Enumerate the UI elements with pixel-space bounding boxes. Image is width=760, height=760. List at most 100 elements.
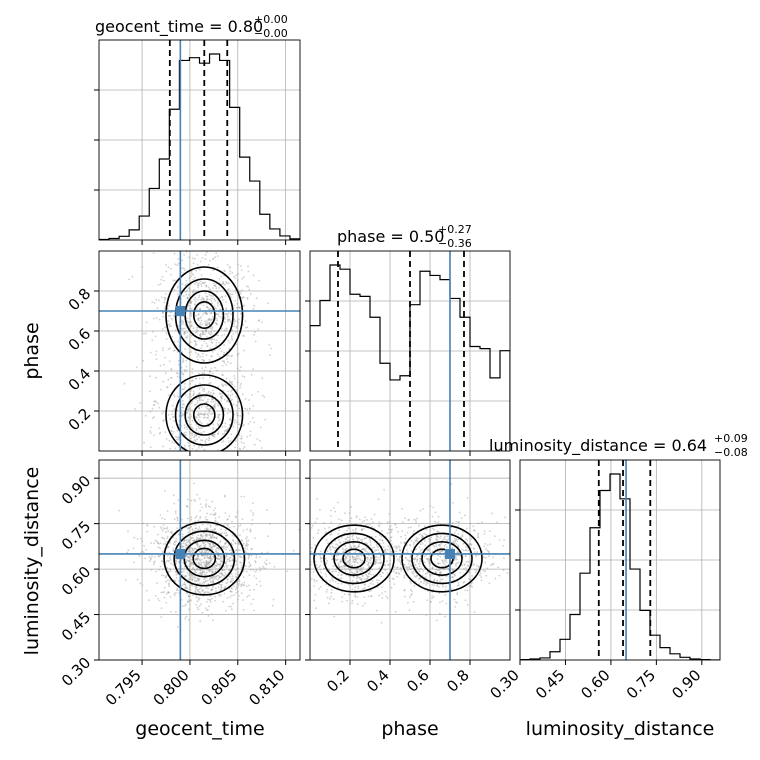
sample-point: [436, 538, 439, 541]
sample-point: [240, 495, 243, 498]
sample-point: [159, 364, 162, 367]
sample-point: [162, 349, 164, 352]
sample-point: [169, 314, 172, 317]
sample-point: [183, 567, 186, 570]
sample-point: [225, 377, 228, 380]
sample-point: [209, 555, 211, 558]
sample-point: [421, 548, 423, 551]
sample-point: [197, 557, 199, 560]
sample-point: [182, 295, 185, 297]
sample-point: [255, 554, 258, 557]
sample-point: [240, 437, 243, 440]
sample-point: [338, 529, 341, 532]
sample-point: [162, 363, 165, 366]
sample-point: [199, 260, 202, 263]
sample-point: [237, 541, 240, 543]
sample-point: [270, 347, 272, 350]
sample-point: [378, 521, 381, 524]
sample-point: [199, 587, 202, 590]
sample-point: [200, 399, 203, 401]
sample-point: [236, 324, 239, 327]
sample-point: [219, 565, 221, 567]
sample-point: [184, 386, 187, 389]
sample-point: [153, 563, 155, 566]
sample-point: [165, 580, 167, 583]
sample-point: [145, 321, 148, 324]
sample-point: [214, 307, 217, 309]
sample-point: [187, 601, 189, 604]
sample-point: [205, 527, 208, 529]
sample-point: [174, 447, 177, 450]
sample-point: [164, 543, 167, 546]
sample-point: [140, 537, 143, 540]
sample-point: [436, 584, 438, 587]
sample-point: [207, 392, 210, 394]
sample-point: [354, 531, 357, 533]
sample-point: [250, 603, 253, 605]
sample-point: [208, 561, 211, 563]
sample-point: [208, 437, 210, 439]
sample-point: [225, 541, 228, 544]
sample-point: [364, 550, 367, 553]
sample-point: [329, 546, 332, 548]
sample-point: [215, 287, 218, 290]
sample-point: [196, 264, 199, 266]
sample-point: [212, 537, 214, 539]
sample-point: [220, 395, 223, 398]
sample-point: [195, 536, 198, 539]
sample-point: [348, 551, 351, 554]
sample-point: [208, 419, 211, 422]
sample-point: [253, 588, 255, 591]
sample-point: [168, 591, 170, 594]
sample-point: [156, 582, 158, 584]
sample-point: [216, 319, 218, 322]
sample-point: [397, 572, 400, 574]
sample-point: [404, 595, 406, 598]
sample-point: [197, 284, 200, 287]
sample-point: [307, 561, 309, 563]
sample-point: [236, 354, 239, 356]
sample-point: [377, 557, 380, 559]
sample-point: [439, 555, 442, 558]
sample-point: [387, 528, 390, 531]
sample-point: [427, 560, 430, 563]
sample-point: [225, 364, 228, 366]
sample-point: [341, 600, 343, 603]
sample-point: [238, 580, 241, 583]
sample-point: [212, 400, 215, 403]
sample-point: [387, 545, 390, 548]
sample-point: [155, 353, 157, 356]
sample-point: [356, 570, 359, 573]
sample-point: [454, 558, 456, 561]
sample-point: [198, 399, 201, 402]
sample-point: [337, 501, 339, 504]
y-tick-label: 0.30: [58, 654, 94, 690]
sample-point: [184, 539, 186, 542]
sample-point: [223, 569, 226, 571]
sample-point: [209, 594, 212, 597]
sample-point: [246, 408, 249, 411]
sample-point: [204, 412, 207, 415]
sample-point: [261, 377, 264, 380]
sample-point: [185, 603, 188, 606]
sample-point: [430, 536, 433, 539]
sample-point: [225, 455, 227, 457]
sample-point: [228, 568, 231, 571]
sample-point: [192, 236, 194, 238]
sample-point: [368, 538, 371, 541]
sample-point: [138, 555, 141, 557]
sample-point: [355, 580, 358, 583]
contour-line: [173, 530, 236, 587]
sample-point: [187, 416, 190, 419]
sample-point: [441, 584, 444, 586]
sample-point: [352, 534, 354, 537]
sample-point: [191, 530, 194, 532]
sample-point: [234, 515, 237, 518]
sample-point: [223, 432, 226, 435]
sample-point: [198, 545, 201, 548]
sample-point: [355, 559, 358, 561]
sample-point: [171, 318, 174, 321]
sample-point: [462, 549, 465, 552]
sample-point: [159, 565, 162, 568]
sample-point: [175, 573, 178, 576]
